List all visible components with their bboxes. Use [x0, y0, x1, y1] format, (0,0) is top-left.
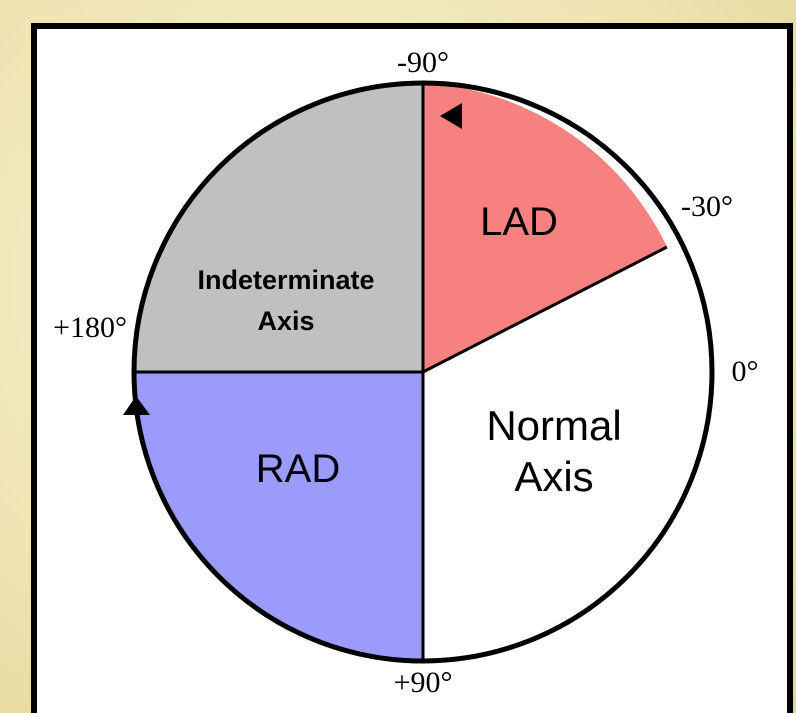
angle-label-minus30: -30° — [681, 190, 733, 223]
normal-label-line2: Axis — [514, 453, 593, 500]
indeterminate-label-line1: Indeterminate — [197, 265, 374, 295]
lad-sector — [423, 83, 667, 372]
angle-label-plus90: +90° — [394, 666, 453, 699]
angle-label-zero: 0° — [732, 355, 759, 388]
minus30-divider — [422, 245, 668, 374]
arrow-left-icon — [123, 396, 150, 415]
arrow-top-icon — [440, 103, 462, 129]
angle-label-plus180: +180° — [53, 311, 127, 344]
indeterminate-label-line2: Axis — [257, 306, 314, 336]
rad-label: RAD — [256, 447, 340, 491]
indeterminate-axis-sector — [134, 83, 423, 372]
normal-label-line1: Normal — [486, 402, 621, 449]
lad-label: LAD — [480, 200, 558, 244]
rad-sector — [134, 372, 423, 661]
normal-axis-sector — [423, 247, 696, 661]
angle-label-minus90: -90° — [397, 46, 449, 79]
